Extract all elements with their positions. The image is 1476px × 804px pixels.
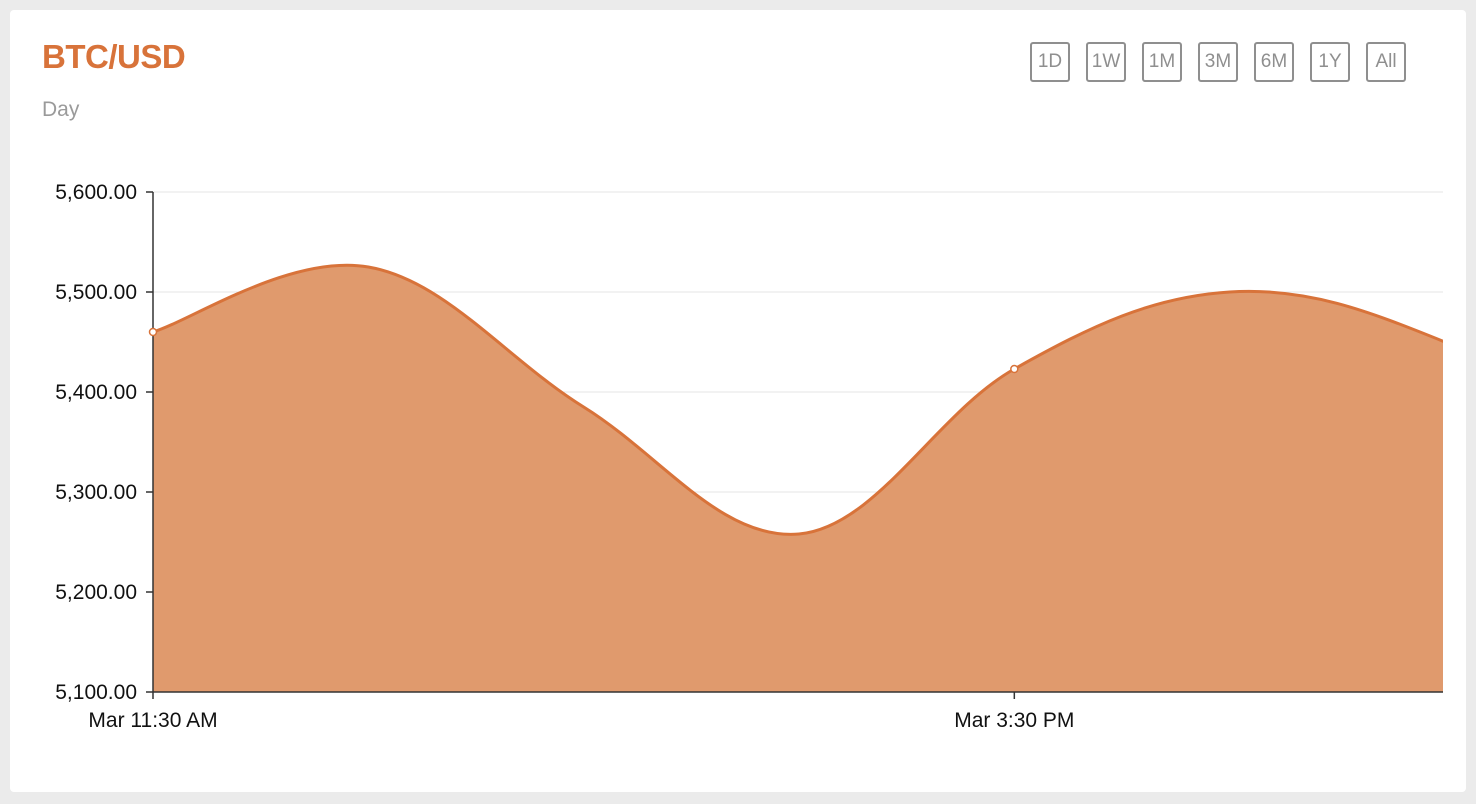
range-selector: 1D 1W 1M 3M 6M 1Y All	[1030, 42, 1406, 82]
range-button-1y[interactable]: 1Y	[1310, 42, 1350, 82]
x-tick-label: Mar 11:30 AM	[88, 709, 217, 732]
chart-title: BTC/USD	[42, 38, 186, 75]
range-button-3m[interactable]: 3M	[1198, 42, 1238, 82]
chart-subtitle: Day	[42, 98, 80, 121]
y-tick-label: 5,100.00	[55, 681, 137, 704]
y-tick-label: 5,200.00	[55, 581, 137, 604]
data-point-marker	[1010, 364, 1019, 374]
range-button-1w[interactable]: 1W	[1086, 42, 1126, 82]
range-button-all[interactable]: All	[1366, 42, 1406, 82]
x-tick-label: Mar 3:30 PM	[954, 709, 1074, 732]
y-tick-label: 5,500.00	[55, 281, 137, 304]
y-tick-label: 5,300.00	[55, 481, 137, 504]
price-area	[153, 265, 1443, 692]
range-button-6m[interactable]: 6M	[1254, 42, 1294, 82]
data-point-marker	[148, 327, 158, 337]
range-button-1d[interactable]: 1D	[1030, 42, 1070, 82]
y-tick-label: 5,600.00	[55, 181, 137, 204]
y-tick-label: 5,400.00	[55, 381, 137, 404]
price-line	[153, 263, 1443, 536]
range-button-1m[interactable]: 1M	[1142, 42, 1182, 82]
